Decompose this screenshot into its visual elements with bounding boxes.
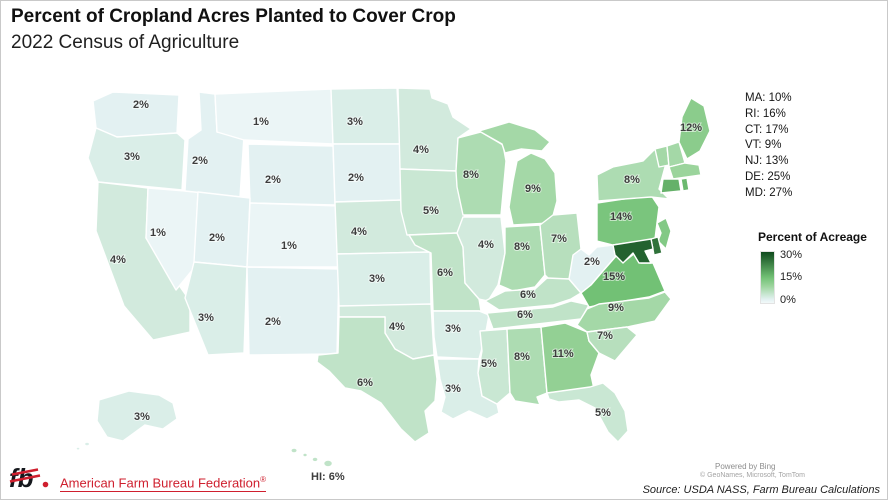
brand-footer: fb American Farm Bureau Federation® [9, 465, 267, 492]
callout-item: MA: 10% [745, 92, 792, 104]
small-state-callouts: MA: 10% RI: 16% CT: 17% VT: 9% NJ: 13% DE: 25… [745, 91, 792, 202]
state-ms[interactable] [477, 328, 511, 405]
state-wa[interactable] [92, 91, 180, 138]
registered-mark: ® [260, 474, 267, 484]
state-az[interactable] [184, 261, 248, 356]
state-hi[interactable] [290, 447, 334, 468]
state-wi[interactable] [455, 131, 507, 216]
state-ak[interactable] [75, 390, 178, 451]
state-fl[interactable] [546, 382, 629, 443]
page-subtitle: 2022 Census of Agriculture [11, 32, 240, 53]
afbf-logo-stripe-2 [11, 468, 39, 476]
state-co[interactable] [246, 202, 342, 268]
afbf-logo-dot [42, 481, 49, 488]
callout-item: RI: 16% [745, 107, 786, 120]
state-sc[interactable] [586, 326, 638, 362]
state-nj[interactable] [656, 217, 672, 250]
state-pa[interactable] [596, 194, 660, 246]
state-tx[interactable] [316, 316, 438, 443]
legend-tick-min: 0% [780, 294, 796, 306]
page-title: Percent of Cropland Acres Planted to Cov… [11, 6, 456, 27]
state-nd[interactable] [330, 87, 401, 145]
state-ma[interactable] [668, 162, 702, 180]
state-ri[interactable] [680, 177, 690, 192]
state-ut[interactable] [193, 191, 251, 268]
legend-gradient-bar [760, 251, 775, 304]
state-al[interactable] [506, 326, 548, 406]
state-mt[interactable] [214, 88, 334, 145]
legend-tick-mid: 15% [780, 271, 803, 283]
callout-item: VT: 9% [745, 139, 782, 152]
state-sd[interactable] [332, 143, 404, 203]
callout-item: CT: 17% [745, 123, 789, 136]
hawaii-value-label: HI: 6% [311, 471, 345, 483]
afbf-logo-stripe-1 [9, 474, 41, 483]
map-copyright: © GeoNames, Microsoft, TomTom [700, 472, 805, 479]
state-md[interactable] [612, 238, 654, 264]
legend-tick-max: 30% [780, 249, 803, 261]
powered-by-bing: Powered by Bing [715, 462, 776, 471]
callout-item: DE: 25% [745, 170, 791, 183]
state-wy[interactable] [247, 143, 336, 206]
afbf-logo: fb [9, 465, 49, 492]
state-nm[interactable] [246, 266, 340, 356]
callout-item: NJ: 13% [745, 155, 789, 168]
state-in[interactable] [498, 224, 546, 292]
state-mi[interactable] [478, 121, 558, 226]
state-ia[interactable] [399, 168, 466, 236]
state-ks[interactable] [336, 251, 432, 307]
state-il[interactable] [456, 216, 506, 302]
legend-title: Percent of Acreage [758, 230, 867, 244]
state-me[interactable] [678, 97, 711, 160]
source-note: Source: USDA NASS, Farm Bureau Calculati… [642, 484, 880, 496]
callout-item: MD: 27% [745, 186, 793, 199]
brand-name[interactable]: American Farm Bureau Federation® [60, 474, 267, 492]
brand-name-text: American Farm Bureau Federation [60, 475, 261, 490]
state-or[interactable] [87, 127, 186, 191]
state-ct[interactable] [660, 178, 682, 194]
